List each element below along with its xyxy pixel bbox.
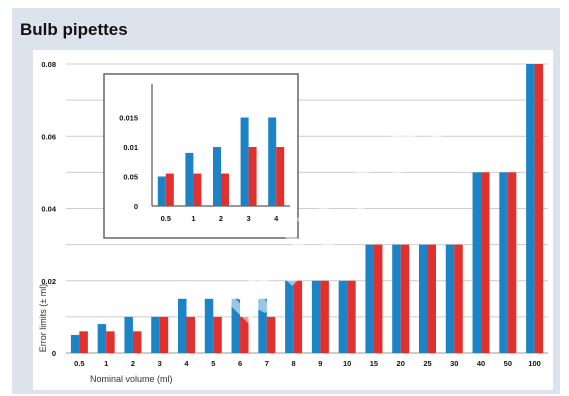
bar-red (427, 244, 436, 353)
bar-blue (124, 316, 133, 353)
x-axis-label: Nominal volume (ml) (90, 374, 173, 384)
bar-blue (70, 334, 80, 353)
bar-red (400, 244, 410, 353)
inset-x-tick-label: 1 (191, 214, 195, 223)
bar-red (159, 316, 169, 353)
inset-frame (103, 73, 299, 239)
x-tick-label: 25 (423, 359, 431, 368)
x-tick-label: 1 (104, 359, 108, 368)
inset-x-tick-label: 0.5 (161, 214, 171, 223)
bar-red (79, 331, 88, 353)
x-tick-label: 30 (450, 359, 458, 368)
bar-red (293, 280, 303, 353)
bar-red (454, 244, 463, 353)
bar-blue (311, 280, 321, 353)
bar-blue (151, 316, 160, 353)
inset-bar-red (248, 147, 257, 206)
x-tick-label: 9 (318, 359, 322, 368)
bar-blue (231, 298, 241, 353)
inset-bar-red (221, 173, 229, 206)
x-tick-label: 10 (343, 359, 351, 368)
bar-blue (97, 324, 107, 353)
x-tick-label: 15 (370, 359, 378, 368)
y-tick-label: 0.06 (41, 132, 56, 141)
bar-red (186, 316, 195, 353)
x-tick-label: 0.5 (74, 359, 84, 368)
x-tick-label: 100 (528, 359, 541, 368)
bar-red (347, 280, 356, 353)
bar-red (240, 316, 249, 353)
bar-red (507, 172, 517, 353)
bar-red (106, 331, 115, 353)
x-tick-label: 5 (211, 359, 215, 368)
y-tick-label: 0 (52, 349, 56, 358)
x-tick-label: 3 (158, 359, 162, 368)
x-tick-label: 20 (397, 359, 405, 368)
x-tick-label: 6 (238, 359, 242, 368)
bar-red (481, 172, 490, 353)
y-tick-label: 0.04 (41, 205, 56, 214)
inset-y-tick-label: 0.015 (119, 114, 138, 123)
inset-x-tick-label: 4 (274, 214, 279, 223)
bar-blue (419, 244, 428, 353)
inset-bar-red (193, 173, 202, 206)
x-tick-label: 40 (477, 359, 485, 368)
bar-red (213, 316, 222, 353)
bar-chart: 00.020.040.060.080.5 1 2 3 4 5 6 7 8 9 10 15 20 25 30 4… (38, 60, 548, 384)
y-tick-label: 0.02 (41, 277, 56, 286)
inset-bar-blue (157, 176, 166, 206)
x-tick-label: 7 (265, 359, 269, 368)
bar-red (320, 280, 329, 353)
inset-bar-blue (268, 117, 277, 206)
inset-x-tick-label: 3 (247, 214, 251, 223)
inset-bar-blue (240, 117, 249, 206)
inset-y-tick-label: 0.05 (123, 173, 138, 182)
inset-y-tick-label: 0 (134, 202, 138, 211)
inset-bar-red (276, 147, 285, 206)
bar-blue (392, 244, 401, 353)
inset-bar-red (165, 173, 174, 206)
bar-blue (285, 280, 294, 353)
panel-title: Bulb pipettes (20, 20, 128, 39)
bar-red (373, 244, 383, 353)
inset-bar-blue (185, 152, 194, 206)
bar-blue (365, 244, 374, 353)
bar-red (534, 64, 544, 353)
bar-blue (472, 172, 482, 353)
bar-blue (258, 298, 267, 353)
inset-y-tick-label: 0.01 (123, 143, 138, 152)
bar-blue (526, 64, 535, 353)
bar-blue (178, 298, 187, 353)
bar-blue (445, 244, 455, 353)
y-axis-label: Error limits (± ml) (38, 284, 48, 352)
x-tick-label: 2 (131, 359, 135, 368)
inset-x-tick-label: 2 (219, 214, 223, 223)
bar-red (266, 316, 276, 353)
y-tick-label: 0.08 (41, 60, 56, 69)
x-tick-label: 8 (292, 359, 296, 368)
x-tick-label: 50 (504, 359, 512, 368)
bar-red (132, 331, 142, 353)
bar-blue (204, 298, 214, 353)
inset-bar-blue (213, 147, 221, 206)
bar-blue (338, 280, 348, 353)
x-tick-label: 4 (184, 359, 189, 368)
bar-blue (499, 172, 508, 353)
chart-panel: Bulb pipettes 0 0.02 0.04 0.06 0.08 0.5 1 2 3 4 5 6… (12, 8, 560, 394)
